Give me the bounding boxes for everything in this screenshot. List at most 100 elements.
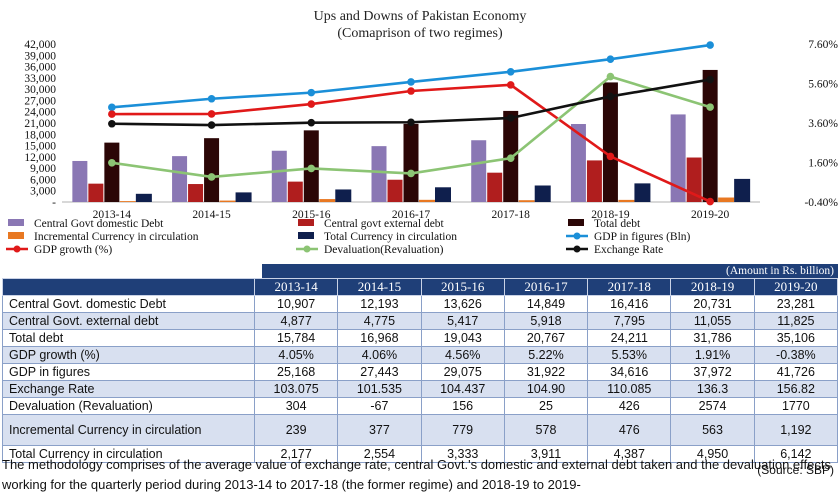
line-point <box>606 55 615 63</box>
y-tick-left: 3,000 <box>30 186 56 198</box>
x-tick-label: 2018-19 <box>591 209 630 221</box>
bar-central-govt-domestic-debt <box>471 140 487 202</box>
line-point <box>307 88 316 97</box>
table-cell: 25,168 <box>253 363 339 381</box>
table-cell: 16,416 <box>587 295 672 313</box>
line-point <box>506 67 515 76</box>
bar-incremental-currency-in-circulation <box>319 199 336 202</box>
table-cell: -0.38% <box>753 346 839 364</box>
year-header: 2014-15 <box>337 278 422 296</box>
row-label: Incremental Currency in circulation <box>2 414 255 446</box>
methodology-note: The methodology comprises of the average… <box>2 457 831 492</box>
y-tick-right: 1.60% <box>808 158 838 170</box>
line-point <box>307 164 316 173</box>
legend-marker <box>13 245 21 253</box>
line-point <box>606 152 615 161</box>
table-cell: 13,626 <box>420 295 505 313</box>
bar-central-govt-external-debt <box>88 183 104 202</box>
y-tick-left: - <box>52 197 56 209</box>
row-label: GDP growth (%) <box>2 346 255 364</box>
bar-total-debt <box>204 138 220 202</box>
bar-total-currency-in-circulation <box>235 192 252 202</box>
line-point <box>407 78 415 86</box>
bar-central-govt-external-debt <box>686 157 702 202</box>
table-corner-cell <box>2 278 255 296</box>
bar-incremental-currency-in-circulation <box>419 199 435 202</box>
legend-label: Total Currency in circulation <box>324 231 457 243</box>
table-cell: 4,877 <box>253 312 339 330</box>
table-cell: 3,333 <box>420 445 505 463</box>
y-tick-left: 36,000 <box>24 62 56 74</box>
row-label: GDP in figures <box>2 363 255 381</box>
year-header: 2016-17 <box>503 278 589 296</box>
table-cell: 1.91% <box>670 346 755 364</box>
x-tick-label: 2013-14 <box>93 209 132 221</box>
table-cell: 1770 <box>753 397 839 415</box>
line-point <box>506 81 515 89</box>
table-row: GDP in figures 25,168 27,443 29,075 31,922 34… <box>2 363 839 381</box>
table-cell: 156 <box>420 397 505 415</box>
table-cell: 1,192 <box>753 414 839 446</box>
table-cell: 3,911 <box>503 445 589 463</box>
row-label: Total debt <box>2 329 255 347</box>
table-cell: 4.05% <box>253 346 339 364</box>
row-label: Total Currency in circulation <box>2 445 255 463</box>
table-cell: 377 <box>337 414 422 446</box>
table-cell: 104.437 <box>420 380 505 398</box>
x-tick-label: 2016-17 <box>392 209 431 221</box>
x-tick-label: 2015-16 <box>292 209 331 221</box>
y-tick-left: 30,000 <box>24 84 56 96</box>
legend-marker <box>573 245 581 253</box>
line-point <box>606 72 615 81</box>
bar-incremental-currency-in-circulation <box>618 199 635 202</box>
table-cell: 476 <box>587 414 672 446</box>
line-point <box>506 154 515 162</box>
line-point <box>207 110 216 118</box>
economy-chart: Ups and Downs of Pakistan Economy (Comap… <box>6 9 838 256</box>
y-tick-right: -0.40% <box>804 197 838 209</box>
table-cell: 20,767 <box>503 329 589 347</box>
table-cell: 37,972 <box>670 363 755 381</box>
chart-subtitle: (Comaprison of two regimes) <box>337 26 503 41</box>
table-cell: 15,784 <box>253 329 339 347</box>
year-header: 2013-14 <box>253 278 339 296</box>
table-cell: 101.535 <box>337 380 422 398</box>
bar-incremental-currency-in-circulation <box>518 200 535 202</box>
y-tick-left: 6,000 <box>30 174 56 186</box>
table-cell: 563 <box>670 414 755 446</box>
bar-total-debt <box>403 123 419 202</box>
y-tick-right: 5.60% <box>808 79 838 91</box>
table-cell: 35,106 <box>753 329 839 347</box>
table-cell: 31,922 <box>503 363 589 381</box>
y-tick-left: 9,000 <box>30 163 56 175</box>
plot-area: 42,00039,00036,00033,00030,00027,00024,0… <box>24 39 838 221</box>
table-cell: 14,849 <box>503 295 589 313</box>
bar-central-govt-external-debt <box>287 181 303 202</box>
table-cell: 5.22% <box>503 346 589 364</box>
bar-central-govt-external-debt <box>487 172 503 202</box>
legend-label: Central Govt domestic Debt <box>34 218 164 230</box>
bar-central-govt-domestic-debt <box>670 114 686 202</box>
table-header-row: 2013-14 2014-15 2015-16 2016-17 2017-18 2018-… <box>2 278 839 296</box>
table-row: Central Govt. domestic Debt 10,907 12,193 1… <box>2 295 839 313</box>
line-point <box>108 159 116 167</box>
table-cell: 2574 <box>670 397 755 415</box>
bar-total-debt <box>702 69 718 202</box>
bar-central-govt-external-debt <box>188 184 204 202</box>
table-cell: 239 <box>253 414 339 446</box>
bar-total-currency-in-circulation <box>435 187 451 202</box>
line-point <box>108 119 116 128</box>
legend-label: Total debt <box>594 218 641 230</box>
table-cell: 304 <box>253 397 339 415</box>
table-cell: 11,055 <box>670 312 755 330</box>
table-cell: 25 <box>503 397 589 415</box>
line-point <box>108 103 116 112</box>
x-tick-label: 2019-20 <box>691 209 730 221</box>
legend-label: GDP growth (%) <box>34 244 112 256</box>
table-row: Total Currency in circulation 2,177 2,554 3… <box>2 445 839 463</box>
bar-central-govt-domestic-debt <box>371 146 387 202</box>
x-tick-label: 2014-15 <box>192 209 231 221</box>
legend-marker <box>303 245 311 253</box>
table-row: Incremental Currency in circulation 239 37… <box>2 414 839 446</box>
bar-total-debt <box>104 142 120 202</box>
